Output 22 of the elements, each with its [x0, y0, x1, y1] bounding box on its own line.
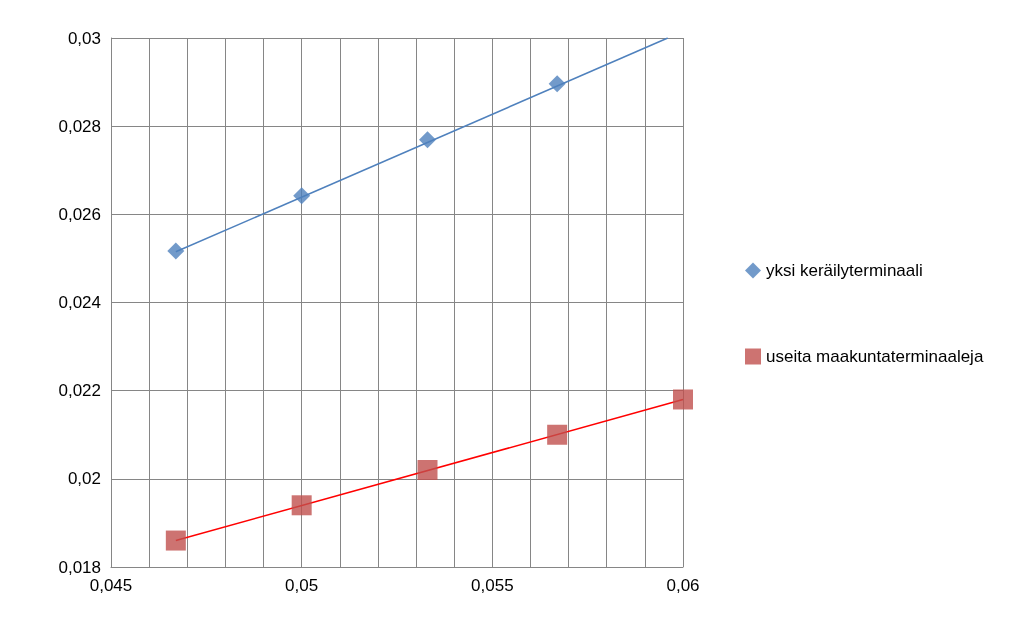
legend-label: useita maakuntaterminaaleja: [766, 347, 984, 366]
y-tick-label: 0,02: [67, 469, 101, 489]
point: [673, 389, 693, 410]
y-tick-label: 0,022: [58, 381, 101, 401]
x-tick-label: 0,05: [285, 576, 319, 595]
y-tick-label: 0,024: [58, 293, 101, 312]
point: [165, 530, 186, 551]
y-tick-label: 0,018: [58, 557, 101, 577]
legend-label: yksi keräilyterminaali: [766, 261, 923, 280]
x-tick-label: 0,06: [666, 576, 700, 595]
x-tick-label: 0,055: [471, 576, 514, 595]
point: [547, 424, 568, 445]
point: [548, 75, 566, 93]
y-tick-label: 0,028: [58, 116, 101, 136]
point: [293, 187, 311, 205]
point: [417, 460, 438, 481]
point: [167, 242, 185, 260]
point: [291, 495, 312, 516]
y-tick-label: 0,03: [67, 28, 101, 48]
point: [419, 131, 437, 149]
y-tick-label: 0,026: [58, 204, 101, 224]
x-tick-label: 0,045: [89, 576, 133, 595]
